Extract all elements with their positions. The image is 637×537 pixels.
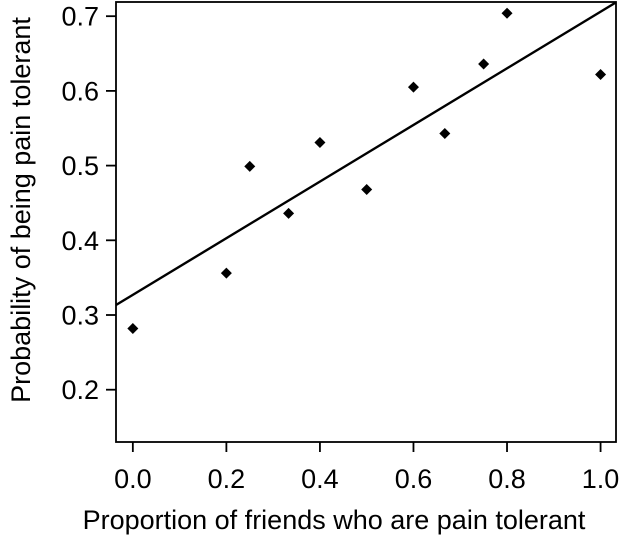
data-point bbox=[595, 68, 607, 80]
x-tick-label: 0.2 bbox=[208, 464, 246, 494]
y-tick-label: 0.6 bbox=[61, 76, 99, 106]
y-tick-label: 0.2 bbox=[61, 375, 99, 405]
scatter-points bbox=[127, 7, 607, 334]
y-tick-label: 0.3 bbox=[61, 301, 99, 331]
x-tick-label: 0.0 bbox=[114, 464, 152, 494]
x-tick-label: 0.6 bbox=[395, 464, 433, 494]
y-tick-label: 0.4 bbox=[61, 226, 99, 256]
y-tick-label: 0.5 bbox=[61, 151, 99, 181]
y-axis-ticks: 0.2 0.3 0.4 0.5 0.6 0.7 bbox=[61, 2, 116, 405]
data-point bbox=[361, 184, 373, 196]
data-point bbox=[439, 127, 451, 139]
data-point bbox=[501, 7, 513, 19]
data-point bbox=[283, 207, 295, 219]
data-point bbox=[127, 322, 139, 334]
data-point bbox=[244, 160, 256, 172]
data-point bbox=[478, 58, 490, 70]
x-axis-ticks: 0.0 0.2 0.4 0.6 0.8 1.0 bbox=[114, 442, 619, 494]
data-point bbox=[220, 267, 232, 279]
y-axis-label: Probability of being pain tolerant bbox=[6, 17, 36, 403]
plot-border bbox=[115, 1, 617, 443]
x-tick-label: 0.4 bbox=[301, 464, 339, 494]
y-tick-label: 0.7 bbox=[61, 2, 99, 32]
regression-line bbox=[115, 1, 617, 307]
x-tick-label: 1.0 bbox=[582, 464, 620, 494]
x-tick-label: 0.8 bbox=[488, 464, 526, 494]
data-point bbox=[407, 81, 419, 93]
x-axis-label: Proportion of friends who are pain toler… bbox=[83, 505, 586, 535]
data-point bbox=[314, 136, 326, 148]
